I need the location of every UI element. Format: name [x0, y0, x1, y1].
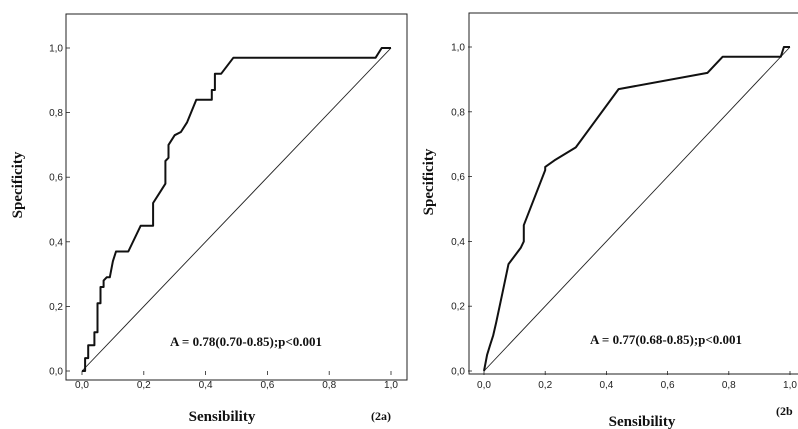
y-tick-label: 1,0 [451, 43, 465, 54]
x-axis-label: Sensibility [189, 409, 256, 425]
x-axis-label: Sensibility [609, 414, 676, 429]
plot-frame [468, 12, 798, 375]
reference-diagonal [483, 46, 791, 372]
panel-label: (2b [776, 404, 793, 418]
y-tick-label: 0,0 [451, 367, 465, 378]
x-tick-label: 0,2 [137, 380, 151, 391]
tick-group: 0,0 0,2 0,4 0,6 0,8 1,0 0,0 0,2 0,4 0,6 0,8 1,0 [49, 44, 398, 392]
y-tick-label: 0,4 [49, 237, 63, 248]
x-tick-label: 0,4 [599, 380, 613, 391]
y-tick-label: 0,8 [49, 108, 63, 119]
x-tick-label: 0,2 [538, 380, 552, 391]
y-tick-label: 0,4 [451, 237, 465, 248]
tick-group: 0,0 0,2 0,4 0,6 0,8 1,0 0,0 0,2 0,4 0,6 0,8 1,0 [451, 43, 797, 392]
roc-panel-2a: 0,0 0,2 0,4 0,6 0,8 1,0 0,0 0,2 0,4 0,6 0,8 1,0 Sen… [10, 13, 408, 425]
y-tick-label: 0,8 [451, 107, 465, 118]
x-tick-label: 0,4 [199, 380, 213, 391]
x-tick-label: 0,6 [260, 380, 274, 391]
plot-frame [65, 13, 408, 381]
x-tick-label: 0,6 [661, 380, 675, 391]
panel-label: (2a) [371, 409, 391, 423]
x-tick-label: 0,0 [75, 380, 89, 391]
y-axis-label: Specificity [421, 148, 437, 215]
y-tick-label: 0,0 [49, 367, 63, 378]
auc-annotation: A = 0.78(0.70-0.85);p<0.001 [170, 334, 322, 349]
y-tick-label: 0,6 [451, 172, 465, 183]
roc-curve [82, 47, 391, 372]
roc-panel-2b: 0,0 0,2 0,4 0,6 0,8 1,0 0,0 0,2 0,4 0,6 0,8 1,0 Sen… [421, 12, 798, 429]
y-tick-label: 0,6 [49, 173, 63, 184]
y-tick-label: 0,2 [451, 302, 465, 313]
x-tick-label: 0,0 [477, 380, 491, 391]
y-tick-label: 1,0 [49, 44, 63, 55]
x-tick-label: 1,0 [384, 380, 398, 391]
y-axis-label: Specificity [10, 151, 26, 218]
x-tick-label: 0,8 [322, 380, 336, 391]
y-tick-label: 0,2 [49, 302, 63, 313]
roc-curve [483, 46, 790, 372]
auc-annotation: A = 0.77(0.68-0.85);p<0.001 [590, 332, 742, 347]
x-tick-label: 1,0 [783, 380, 797, 391]
reference-diagonal [81, 47, 392, 372]
x-tick-label: 0,8 [722, 380, 736, 391]
